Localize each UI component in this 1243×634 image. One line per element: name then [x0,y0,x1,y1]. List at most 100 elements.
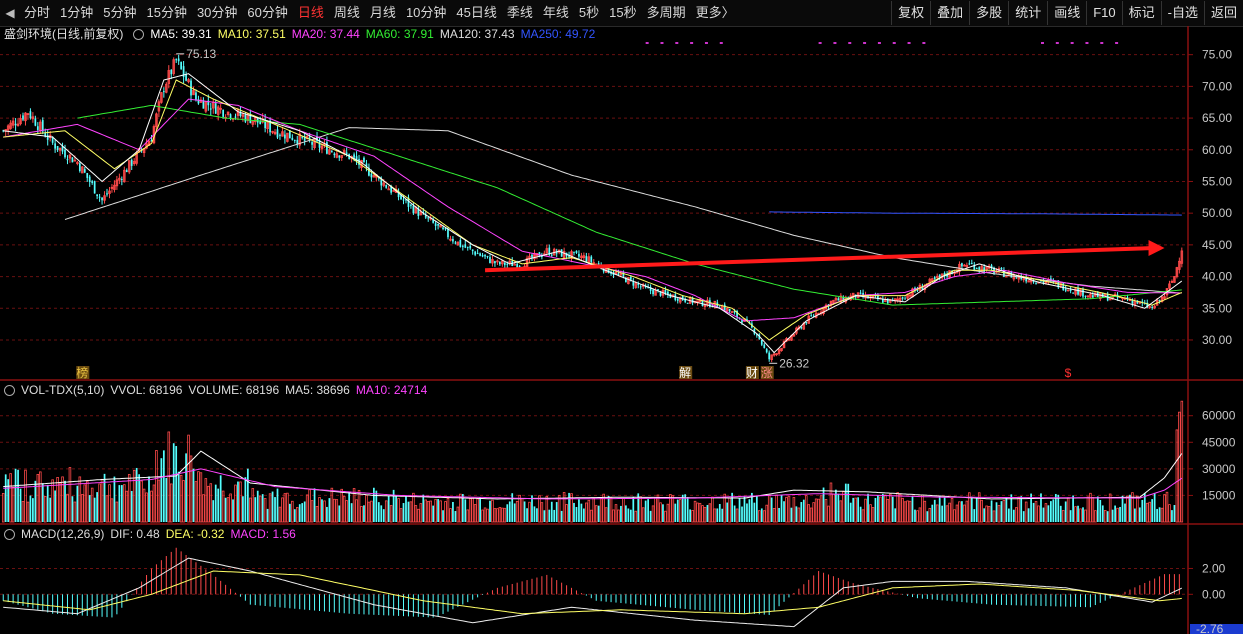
candle-body [491,259,494,264]
volume-bar [590,509,593,523]
candle-body [427,217,430,219]
candle-body [29,111,32,119]
period-tab[interactable]: 60分钟 [247,5,288,20]
volume-bar [110,498,114,523]
volume-bar [1114,505,1116,522]
candle-body [896,298,899,301]
period-tab[interactable]: 分时 [24,5,51,20]
candle-body [965,264,969,268]
ma-line-ma120 [64,127,1182,294]
candle-body [256,117,259,123]
tool-button[interactable]: 画线 [1047,1,1086,25]
period-tab[interactable]: 更多〉 [695,5,735,20]
tool-button[interactable]: 标记 [1121,1,1161,25]
volume-bar [46,484,49,522]
event-marker: $ [1065,366,1072,380]
volume-bar [471,497,474,523]
volume-bar [847,483,850,522]
period-tab[interactable]: 月线 [369,5,396,20]
volume-bar [224,497,227,522]
volume-bar [778,507,780,522]
tool-button[interactable]: -自选 [1160,1,1204,25]
candle-body [474,251,477,255]
signal-dot [675,42,679,44]
volume-bar [681,494,684,522]
volume-bar [580,503,583,522]
volume-bar [975,497,978,522]
candle-body [464,244,467,248]
period-tab[interactable]: 5秒 [578,5,600,20]
candle-body [113,184,116,190]
tool-button[interactable]: 多股 [969,1,1008,25]
settings-circle-icon[interactable] [133,28,145,40]
volume-bar [100,478,104,523]
low-label: 26.32 [779,356,809,370]
period-tab[interactable]: 5分钟 [103,5,137,20]
settings-circle-icon[interactable] [4,384,15,396]
signal-dot [863,42,867,44]
volume-bar [703,507,707,523]
period-tab[interactable]: 季线 [506,5,533,20]
candle-body [617,273,620,275]
period-tab[interactable]: 周线 [333,5,360,20]
signal-dot [1115,42,1119,44]
candle-body [908,294,912,297]
volume-bar [1059,505,1062,522]
volume-bar [867,493,869,522]
period-tab[interactable]: 10分钟 [405,5,447,20]
candle-body [1012,275,1016,280]
volume-bar [207,485,210,523]
tool-button[interactable]: 返回 [1203,1,1243,25]
period-tab[interactable]: 多周期 [646,5,686,20]
volume-bar [244,477,247,522]
candle-body [614,272,618,275]
period-tab[interactable]: 15分钟 [146,5,187,20]
volume-bar [1020,496,1023,522]
volume-bar [370,500,373,523]
candle-body [585,256,588,262]
volume-bar [1178,411,1181,523]
volume-bar [1126,495,1129,523]
menu-icon[interactable]: ◀ [5,6,15,20]
volume-bar [1168,504,1171,523]
candle-body [328,149,331,155]
volume-bar [305,494,309,523]
candle-body [607,266,610,274]
volume-bar [765,504,768,523]
period-tab[interactable]: 年线 [542,5,569,20]
indicator-label: MA250: 49.72 [520,27,596,41]
period-tab[interactable]: 30分钟 [196,5,238,20]
candle-body [259,121,262,125]
candle-body [550,254,553,256]
candle-body [921,286,924,290]
period-tab[interactable]: 15秒 [609,5,637,20]
volume-bar [68,467,72,523]
candle-body [676,298,679,301]
candle-body [1084,295,1087,297]
volume-bar [1129,494,1131,522]
volume-bar [73,501,77,523]
tool-button[interactable]: 叠加 [930,1,969,25]
volume-bar [105,495,109,523]
candle-body [78,163,81,172]
volume-bar [518,494,521,523]
candle-body [1040,280,1042,282]
volume-bar [88,495,91,522]
signal-dot [1040,42,1044,44]
candle-body [479,253,481,256]
volume-bar [98,483,101,523]
settings-circle-icon[interactable] [4,528,15,540]
volume-bar [1089,492,1092,523]
volume-tick-label: 30000 [1202,462,1236,476]
volume-bar [1099,499,1102,522]
tool-button[interactable]: 复权 [891,1,930,25]
tool-button[interactable]: 统计 [1008,1,1047,25]
period-tab[interactable]: 1分钟 [60,5,94,20]
tool-button[interactable]: F10 [1086,1,1121,25]
volume-bar [135,467,138,522]
volume-bar [943,497,946,522]
volume-bar [409,501,413,523]
period-tab[interactable]: 日线 [297,5,324,20]
period-tab[interactable]: 45日线 [456,5,497,20]
